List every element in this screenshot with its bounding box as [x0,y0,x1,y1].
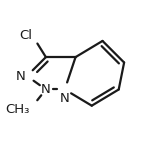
Text: N: N [60,92,70,105]
Text: CH₃: CH₃ [5,103,30,116]
Text: N: N [16,69,26,83]
Text: Cl: Cl [19,29,32,42]
Text: N: N [41,83,51,96]
